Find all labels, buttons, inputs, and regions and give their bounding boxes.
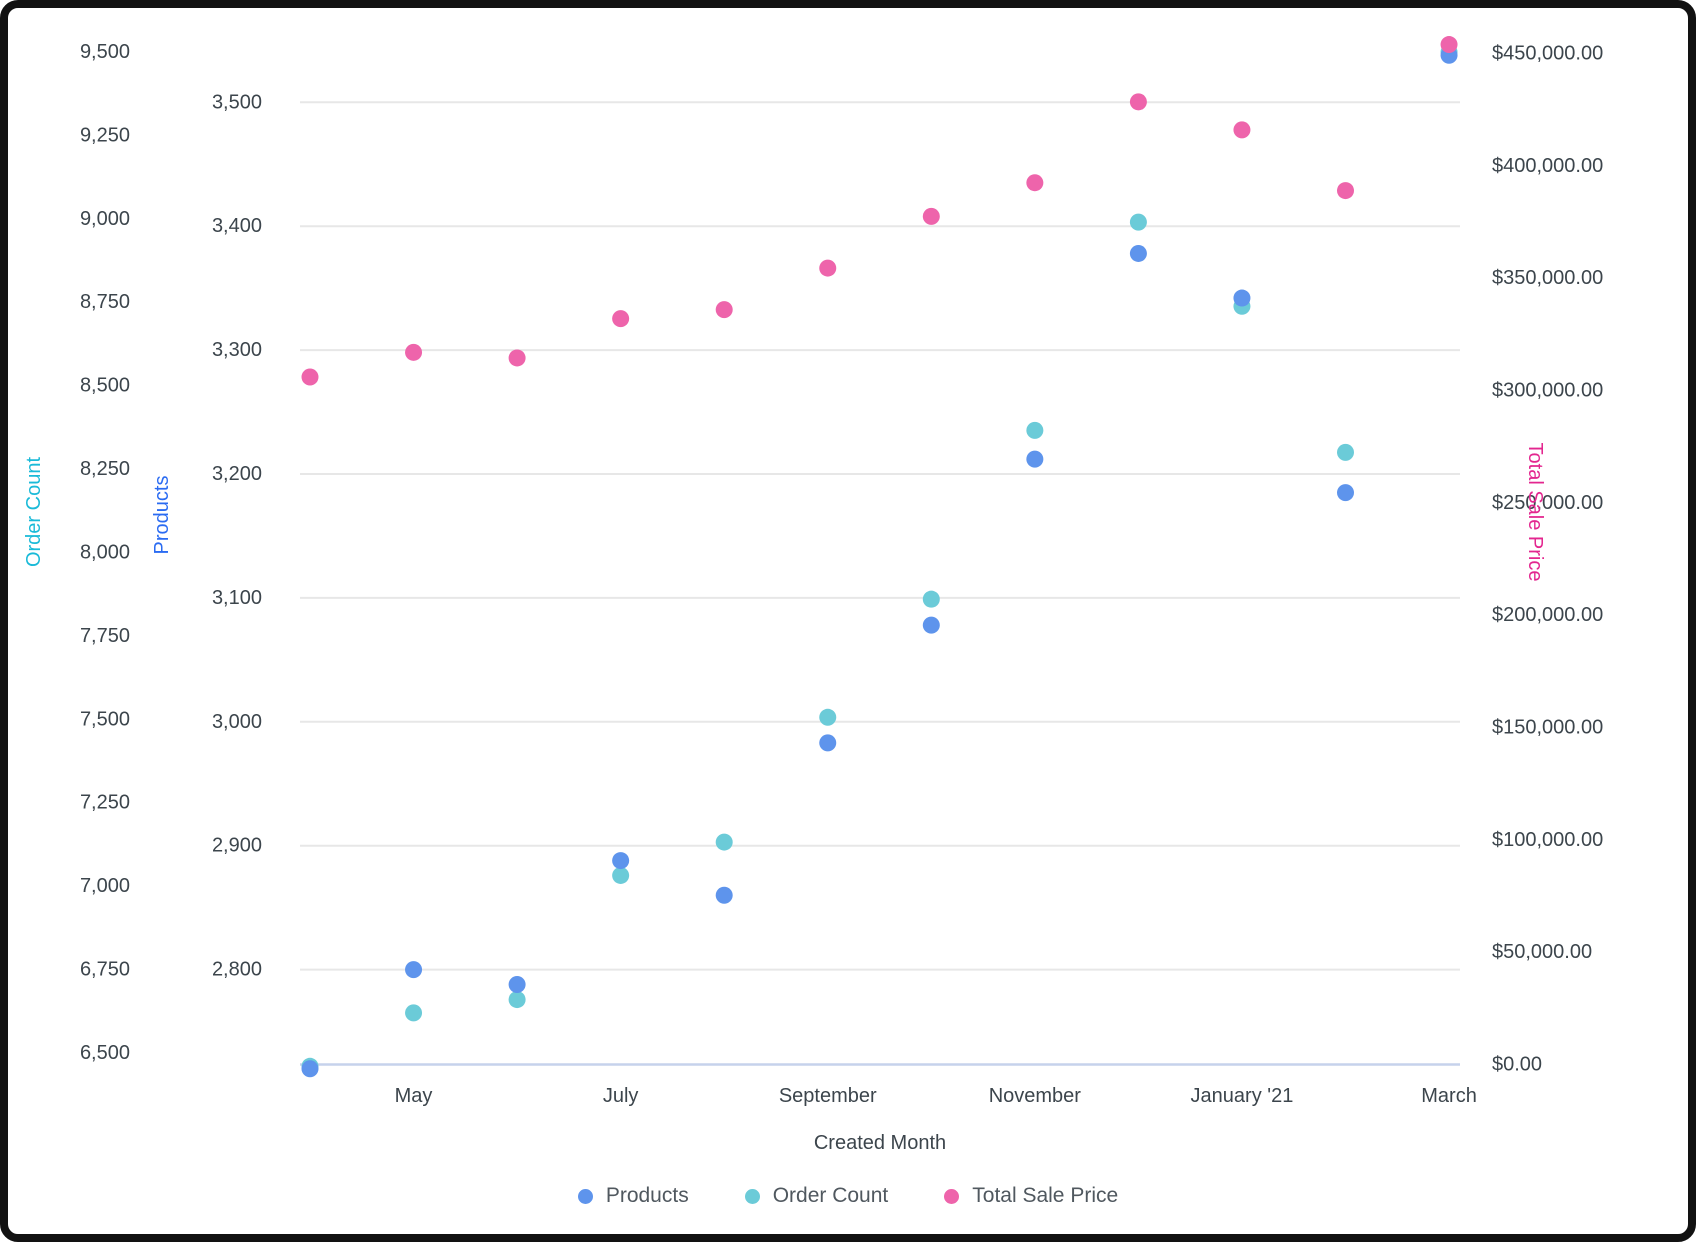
point-total-sale-price-May[interactable] xyxy=(405,343,423,361)
point-total-sale-price-September[interactable] xyxy=(819,259,837,277)
order-count-axis-title: Order Count xyxy=(23,457,45,567)
x-tick-label: March xyxy=(1421,1085,1477,1107)
point-products-October[interactable] xyxy=(922,616,940,634)
x-tick-label: September xyxy=(779,1085,877,1107)
y-tick-order_count: 9,250 xyxy=(80,124,130,146)
point-products-May[interactable] xyxy=(405,961,423,979)
products-axis-title: Products xyxy=(151,476,173,555)
point-total-sale-price-October[interactable] xyxy=(922,207,940,225)
y-tick-total_sale_price: $100,000.00 xyxy=(1492,829,1603,851)
y-tick-products: 3,000 xyxy=(212,711,262,733)
point-order-count-October[interactable] xyxy=(922,590,940,608)
y-tick-products: 3,400 xyxy=(212,215,262,237)
legend-swatch-products-icon xyxy=(577,1188,593,1204)
y-tick-total_sale_price: $300,000.00 xyxy=(1492,380,1603,402)
y-tick-order_count: 8,500 xyxy=(80,375,130,397)
x-tick-label: July xyxy=(603,1085,639,1107)
legend-item-total-sale-price[interactable]: Total Sale Price xyxy=(944,1184,1118,1208)
y-tick-order_count: 7,500 xyxy=(80,708,130,730)
y-tick-order_count: 7,000 xyxy=(80,875,130,897)
point-order-count-December[interactable] xyxy=(1129,213,1147,231)
y-tick-products: 2,800 xyxy=(212,959,262,981)
point-order-count-February[interactable] xyxy=(1337,443,1354,461)
y-tick-order_count: 9,000 xyxy=(80,208,130,230)
point-order-count-November[interactable] xyxy=(1026,421,1044,439)
point-total-sale-price-November[interactable] xyxy=(1026,174,1044,192)
y-tick-products: 3,200 xyxy=(212,463,262,485)
legend-item-products[interactable]: Products xyxy=(577,1184,689,1208)
y-tick-total_sale_price: $350,000.00 xyxy=(1492,267,1603,289)
y-tick-total_sale_price: $150,000.00 xyxy=(1492,717,1603,739)
point-products-July[interactable] xyxy=(612,852,630,870)
point-products-August[interactable] xyxy=(715,886,733,904)
point-order-count-August[interactable] xyxy=(715,833,733,851)
y-tick-products: 3,500 xyxy=(212,91,262,113)
legend-swatch-total-sale-price-icon xyxy=(944,1188,960,1204)
y-tick-order_count: 7,250 xyxy=(80,792,130,814)
point-total-sale-price-June[interactable] xyxy=(508,349,526,367)
y-tick-total_sale_price: $250,000.00 xyxy=(1492,492,1603,514)
total-sale-price-axis-title: Total Sale Price xyxy=(1524,443,1546,582)
y-tick-order_count: 8,750 xyxy=(80,291,130,313)
point-order-count-September[interactable] xyxy=(819,708,837,726)
y-tick-order_count: 9,500 xyxy=(80,41,130,63)
point-products-November[interactable] xyxy=(1026,450,1044,468)
point-order-count-May[interactable] xyxy=(405,1004,423,1022)
point-total-sale-price-April-2020[interactable] xyxy=(301,368,319,386)
x-axis-ticks: May July September November January '21 March xyxy=(395,1085,1477,1107)
y-tick-total_sale_price: $200,000.00 xyxy=(1492,604,1603,626)
x-tick-label: January '21 xyxy=(1191,1085,1294,1107)
legend: Products Order Count Total Sale Price xyxy=(0,1184,1696,1208)
point-total-sale-price-December[interactable] xyxy=(1129,93,1147,111)
total-sale-price-axis-ticks: $450,000.00 $400,000.00 $350,000.00 $300,00… xyxy=(1492,43,1603,1076)
y-tick-order_count: 8,000 xyxy=(80,541,130,563)
y-tick-products: 3,300 xyxy=(212,339,262,361)
y-tick-order_count: 7,750 xyxy=(80,625,130,647)
legend-item-order-count[interactable]: Order Count xyxy=(744,1184,889,1208)
y-tick-order_count: 6,500 xyxy=(80,1042,130,1064)
y-tick-products: 3,100 xyxy=(212,587,262,609)
point-order-count-July[interactable] xyxy=(612,866,630,884)
point-total-sale-price-February[interactable] xyxy=(1337,182,1354,200)
y-tick-products: 2,900 xyxy=(212,835,262,857)
point-products-February[interactable] xyxy=(1337,484,1354,502)
x-tick-label: May xyxy=(395,1085,433,1107)
point-total-sale-price-August[interactable] xyxy=(715,301,733,319)
y-tick-total_sale_price: $50,000.00 xyxy=(1492,941,1592,963)
legend-label-products: Products xyxy=(605,1184,689,1207)
point-products-April-2020[interactable] xyxy=(301,1060,319,1078)
point-products-December[interactable] xyxy=(1129,244,1147,262)
legend-swatch-order-count-icon xyxy=(744,1188,760,1204)
products-axis-ticks: 3,500 3,400 3,300 3,200 3,100 3,000 2,900 2,800 xyxy=(212,91,262,980)
point-total-sale-price-March[interactable] xyxy=(1440,36,1458,54)
y-tick-total_sale_price: $450,000.00 xyxy=(1492,43,1603,65)
legend-label-order-count: Order Count xyxy=(772,1184,889,1207)
y-tick-order_count: 6,750 xyxy=(80,959,130,981)
y-tick-total_sale_price: $0.00 xyxy=(1492,1054,1542,1076)
gridlines xyxy=(300,101,1460,1066)
y-tick-order_count: 8,250 xyxy=(80,458,130,480)
data-points xyxy=(301,36,1458,1078)
y-tick-total_sale_price: $400,000.00 xyxy=(1492,155,1603,177)
point-products-January--21[interactable] xyxy=(1233,289,1251,307)
legend-label-total-sale-price: Total Sale Price xyxy=(972,1184,1119,1207)
point-order-count-June[interactable] xyxy=(508,991,526,1009)
point-products-June[interactable] xyxy=(508,975,526,993)
point-total-sale-price-January--21[interactable] xyxy=(1233,121,1251,139)
point-total-sale-price-July[interactable] xyxy=(612,310,630,328)
x-axis-title: Created Month xyxy=(814,1132,946,1154)
x-tick-label: November xyxy=(989,1085,1082,1107)
order-count-axis-ticks: 9,500 9,250 9,000 8,750 8,500 8,250 8,000 7,750… xyxy=(80,41,130,1064)
point-products-September[interactable] xyxy=(819,734,837,752)
